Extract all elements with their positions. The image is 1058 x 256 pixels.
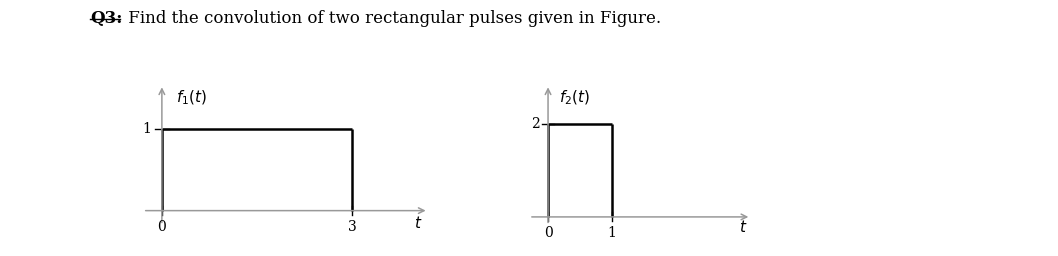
Text: 1: 1 (607, 226, 616, 240)
Text: $f_2(t)$: $f_2(t)$ (559, 89, 589, 107)
Text: 2: 2 (531, 117, 540, 131)
Text: 1: 1 (142, 122, 151, 136)
Text: 0: 0 (544, 226, 552, 240)
Text: $t$: $t$ (414, 215, 422, 231)
Text: $f_1(t)$: $f_1(t)$ (176, 88, 206, 107)
Text: Q3:: Q3: (90, 10, 123, 27)
Text: Find the convolution of two rectangular pulses given in Figure.: Find the convolution of two rectangular … (123, 10, 661, 27)
Text: 3: 3 (348, 220, 357, 234)
Text: $t$: $t$ (738, 219, 747, 236)
Text: 0: 0 (158, 220, 166, 234)
